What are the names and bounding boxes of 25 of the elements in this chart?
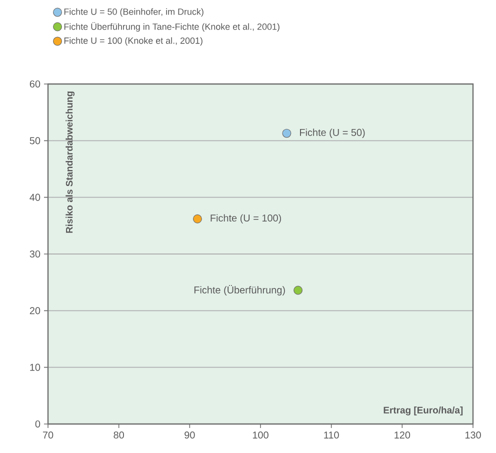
annotation: Fichte (U = 100) — [210, 214, 282, 224]
x-tick-label: 80 — [114, 432, 124, 439]
legend-label: Fichte U = 100 (Knoke et al., 2001) — [64, 37, 202, 46]
y-tick-label: 60 — [30, 80, 40, 88]
x-axis-title: Ertrag [Euro/ha/a] — [384, 406, 463, 416]
x-tick-label: 70 — [42, 432, 54, 439]
x-tick-label: 100 — [252, 432, 268, 439]
legend-label: Fichte Überführung in Tane-Fichte (Knoke et al., 2001) — [64, 22, 280, 32]
annotation: Fichte (U = 50) — [300, 128, 365, 138]
y-axis-title: Risiko als Standardabweichung — [66, 92, 75, 233]
point — [282, 128, 292, 138]
x-tick-label: 110 — [324, 432, 339, 439]
y-tick-label: 0 — [35, 420, 40, 428]
x-tick-label: 130 — [465, 432, 481, 439]
annotation: Fichte (Überführung) — [194, 285, 285, 296]
x-tick-label: 90 — [184, 432, 195, 439]
y-tick-label: 10 — [30, 364, 40, 371]
point — [294, 286, 303, 295]
y-tick-label: 50 — [30, 137, 40, 144]
legend-label: Fichte U = 50 (Beinhofer, im Druck) — [64, 8, 204, 17]
y-tick-label: 20 — [30, 307, 40, 314]
point — [192, 214, 202, 224]
x-tick-label: 120 — [394, 432, 410, 439]
y-tick-label: 40 — [30, 194, 40, 201]
y-tick-label: 30 — [30, 250, 40, 258]
